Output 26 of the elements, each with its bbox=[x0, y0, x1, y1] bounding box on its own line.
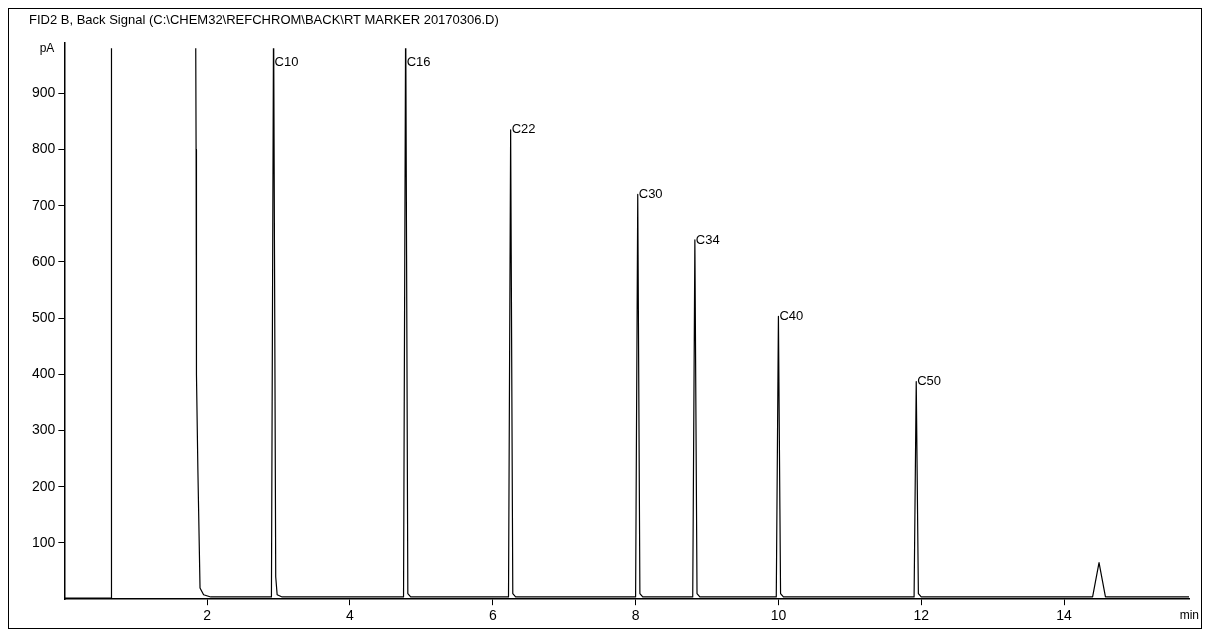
annotation: C40 bbox=[779, 307, 804, 323]
annotation: C22 bbox=[511, 121, 536, 137]
x-tick-label: 10 bbox=[770, 607, 787, 624]
x-tick-label: 8 bbox=[631, 607, 640, 624]
y-tick-label: 200 bbox=[32, 477, 56, 494]
x-tick-label: 14 bbox=[1056, 607, 1073, 624]
x-tick-label: 6 bbox=[488, 607, 497, 624]
y-tick-label: 600 bbox=[32, 252, 56, 269]
x-axis-title: min bbox=[1179, 607, 1199, 622]
annotation: C10 bbox=[274, 53, 299, 69]
x-tick-label: 12 bbox=[913, 607, 930, 624]
y-tick-label: 100 bbox=[32, 533, 56, 550]
annotation: C30 bbox=[638, 185, 663, 201]
y-axis-title: pA bbox=[39, 40, 55, 55]
annotation: C50 bbox=[917, 373, 942, 389]
x-tick-label: 4 bbox=[346, 607, 355, 624]
y-tick-label: 300 bbox=[32, 421, 56, 438]
annotation: C16 bbox=[406, 53, 431, 69]
chart-title: FID2 B, Back Signal (C:\CHEM32\REFCHROM\BACK\RT MARKER 20170306.D) bbox=[29, 12, 499, 28]
y-tick-label: 400 bbox=[32, 365, 56, 382]
annotation: C34 bbox=[695, 231, 720, 247]
y-tick-label: 500 bbox=[32, 308, 56, 325]
y-tick-label: 900 bbox=[32, 84, 56, 101]
y-tick-label: 700 bbox=[32, 196, 56, 213]
x-tick-label: 2 bbox=[203, 607, 212, 624]
y-tick-label: 800 bbox=[32, 140, 56, 157]
